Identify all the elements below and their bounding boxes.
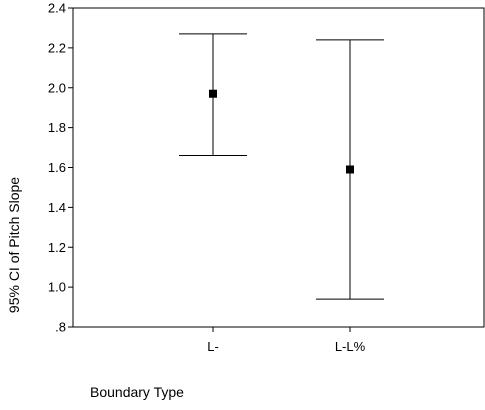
x-tick-label: L-L%: [335, 339, 366, 354]
y-tick-label: 1.4: [48, 200, 66, 215]
y-tick-label: 1.8: [48, 120, 66, 135]
plot-border: [72, 7, 485, 328]
y-tick-label: 1.6: [48, 160, 66, 175]
mean-marker: [209, 89, 217, 98]
x-axis: L- L-L%: [207, 327, 366, 354]
y-tick-label: 2.4: [48, 1, 66, 16]
y-axis-label: 95% CI of Pitch Slope: [6, 177, 22, 313]
mean-marker: [346, 165, 354, 174]
y-tick-label: 1.0: [48, 280, 66, 295]
y-tick-label: 2.2: [48, 40, 66, 55]
x-tick-label: L-: [207, 339, 219, 354]
y-axis: .8 1.0 1.2 1.4 1.6 1.8 2.0 2.2 2.4: [48, 1, 73, 335]
plot-frame: [72, 7, 485, 328]
y-tick-label: 2.0: [48, 80, 66, 95]
error-bar-marks: [179, 33, 384, 300]
y-tick-label: .8: [55, 320, 66, 335]
y-tick-label: 1.2: [48, 240, 66, 255]
x-axis-label: Boundary Type: [90, 384, 184, 400]
